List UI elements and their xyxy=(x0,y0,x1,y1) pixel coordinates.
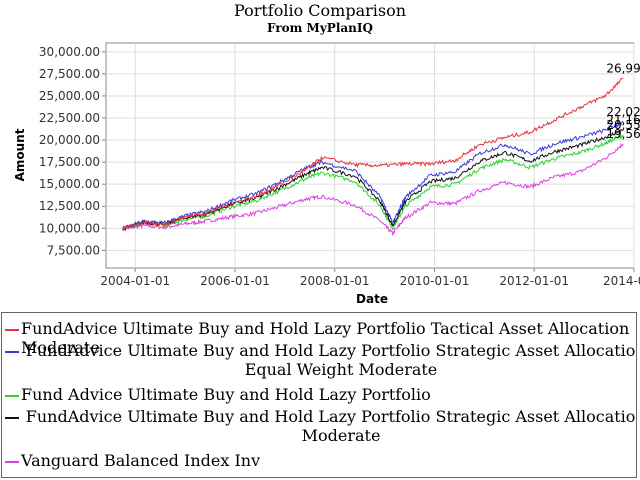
y-tick-label: 15,000.00 xyxy=(39,177,100,191)
legend-label: Fund Advice Ultimate Buy and Hold Lazy P… xyxy=(21,385,431,404)
legend-swatch xyxy=(5,350,19,353)
series-end-label: 20,554 xyxy=(606,118,640,132)
x-tick-label: 2004-01-01 xyxy=(100,274,170,288)
series-end-label: 22,028 xyxy=(606,105,640,119)
x-axis-label: Date xyxy=(356,292,388,306)
y-axis-ticks: 7,500.00 10,000.00 12,500.00 15,000.00 17,50… xyxy=(39,45,106,257)
legend-item: Fund Advice Ultimate Buy and Hold Lazy P… xyxy=(5,385,431,404)
y-tick-label: 27,500.00 xyxy=(39,67,100,81)
y-axis-label: Amount xyxy=(13,128,27,181)
series-line xyxy=(122,120,624,230)
chart-subtitle: From MyPlanIQ xyxy=(267,21,373,35)
series-end-label: 21,163 xyxy=(606,113,640,127)
plot-area xyxy=(105,42,635,269)
legend-label: FundAdvice Ultimate Buy and Hold Lazy Po… xyxy=(25,341,637,379)
chart-title: Portfolio Comparison xyxy=(234,1,406,20)
y-tick-label: 25,000.00 xyxy=(39,89,100,103)
legend-swatch xyxy=(5,394,19,397)
x-tick-label: 2008-01-01 xyxy=(300,274,370,288)
portfolio-chart: Portfolio Comparison From MyPlanIQ Amoun… xyxy=(13,1,640,306)
y-tick-label: 10,000.00 xyxy=(39,221,100,235)
legend-swatch xyxy=(5,328,19,331)
legend-label: Vanguard Balanced Index Inv xyxy=(21,451,261,470)
y-tick-label: 20,000.00 xyxy=(39,133,100,147)
legend-item: FundAdvice Ultimate Buy and Hold Lazy Po… xyxy=(5,341,637,379)
x-tick-label: 2010-01-01 xyxy=(400,274,470,288)
y-tick-label: 7,500.00 xyxy=(47,243,100,257)
legend-swatch xyxy=(5,416,19,419)
series-end-labels: 26,996 22,02820,55421,16319,565 xyxy=(606,61,640,141)
y-tick-label: 22,500.00 xyxy=(39,111,100,125)
legend: FundAdvice Ultimate Buy and Hold Lazy Po… xyxy=(1,312,637,478)
series-lines xyxy=(122,77,624,236)
x-axis-ticks: 2004-01-01 2006-01-01 2008-01-01 2010-01-01… xyxy=(100,268,640,288)
series-line xyxy=(122,143,624,236)
y-tick-label: 30,000.00 xyxy=(39,45,100,59)
series-end-label: 19,565 xyxy=(606,127,640,141)
legend-item: Vanguard Balanced Index Inv xyxy=(5,451,260,470)
legend-label: FundAdvice Ultimate Buy and Hold Lazy Po… xyxy=(25,407,637,445)
legend-item: FundAdvice Ultimate Buy and Hold Lazy Po… xyxy=(5,319,636,357)
legend-item: FundAdvice Ultimate Buy and Hold Lazy Po… xyxy=(5,407,637,445)
series-line xyxy=(122,134,624,232)
y-tick-label: 17,500.00 xyxy=(39,155,100,169)
y-tick-label: 12,500.00 xyxy=(39,199,100,213)
x-tick-label: 2006-01-01 xyxy=(200,274,270,288)
series-end-label: 26,996 xyxy=(606,61,640,75)
series-line xyxy=(122,128,624,232)
legend-swatch xyxy=(5,460,19,463)
x-tick-label: 2012-01-01 xyxy=(499,274,569,288)
x-tick-label: 2014-01-0 xyxy=(603,274,640,288)
legend-label: FundAdvice Ultimate Buy and Hold Lazy Po… xyxy=(21,319,630,357)
grid xyxy=(106,43,635,268)
series-line xyxy=(122,77,624,231)
